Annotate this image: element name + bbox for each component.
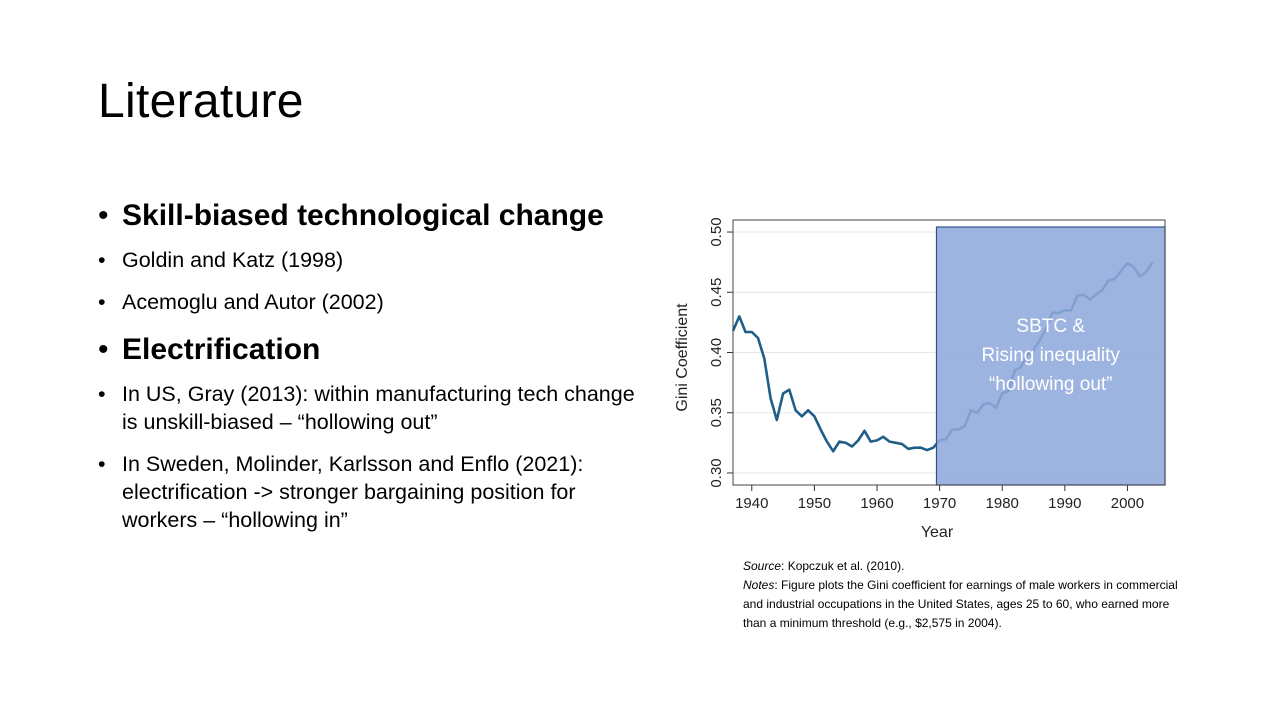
x-tick-label: 1960 (860, 495, 893, 512)
y-tick-label: 0.40 (708, 338, 725, 367)
notes-label: Notes (743, 578, 775, 592)
bullet-list: Skill-biased technological change Goldin… (98, 196, 638, 548)
x-tick-label: 1990 (1048, 495, 1081, 512)
source-text: : Kopczuk et al. (2010). (781, 559, 905, 573)
x-tick-label: 1970 (923, 495, 956, 512)
figure-note: Source: Kopczuk et al. (2010). Notes: Fi… (743, 557, 1183, 633)
bullet-gray: In US, Gray (2013): within manufacturing… (98, 380, 638, 436)
highlight-label-line: SBTC & (1016, 316, 1085, 337)
gini-chart: 0.30 0.35 0.40 0.45 0.50 1940 1950 1960 1970 1980… (674, 217, 1166, 541)
x-tick-label: 2000 (1111, 495, 1144, 512)
x-axis-label: Year (921, 524, 954, 541)
x-tick-label: 1980 (986, 495, 1019, 512)
x-tick-label: 1940 (735, 495, 768, 512)
source-line: Source: Kopczuk et al. (2010). (743, 557, 1183, 576)
y-tick-label: 0.45 (708, 278, 725, 307)
source-label: Source (743, 559, 782, 573)
bullet-goldin-katz: Goldin and Katz (1998) (98, 246, 638, 274)
bullet-acemoglu-autor: Acemoglu and Autor (2002) (98, 288, 638, 316)
highlight-label-line: “hollowing out” (989, 374, 1113, 395)
y-axis-label: Gini Coefficient (674, 303, 691, 412)
notes-line: Notes: Figure plots the Gini coefficient… (743, 576, 1183, 633)
bullet-sbtc: Skill-biased technological change (98, 196, 638, 236)
y-tick-label: 0.35 (708, 398, 725, 427)
slide-title: Literature (98, 75, 304, 128)
y-tick-label: 0.30 (708, 458, 725, 487)
bullet-electrification: Electrification (98, 330, 638, 370)
notes-text: : Figure plots the Gini coefficient for … (743, 578, 1178, 630)
y-tick-label: 0.50 (708, 217, 725, 246)
x-tick-label: 1950 (798, 495, 831, 512)
highlight-label-line: Rising inequality (982, 345, 1121, 366)
bullet-molinder: In Sweden, Molinder, Karlsson and Enflo … (98, 450, 638, 534)
plot-frame (732, 219, 1166, 486)
